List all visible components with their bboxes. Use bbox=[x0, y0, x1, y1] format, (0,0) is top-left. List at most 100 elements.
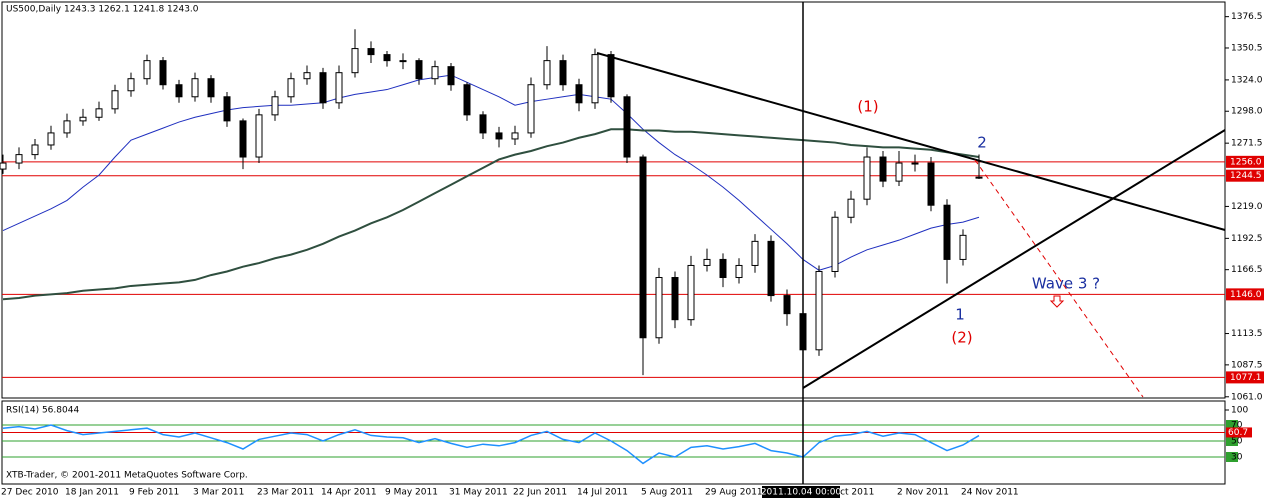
candle-body bbox=[703, 258, 711, 266]
candle-body bbox=[47, 132, 55, 146]
y-tick-label: 1350.5 bbox=[1231, 43, 1263, 53]
candle-body bbox=[335, 72, 343, 104]
x-tick-label: 3 Mar 2011 bbox=[193, 488, 244, 498]
moving-average bbox=[2, 74, 980, 271]
annotation: (2) bbox=[951, 329, 972, 347]
level-label-box bbox=[1226, 288, 1264, 301]
candle-body bbox=[303, 72, 311, 80]
x-tick-label: 29 Aug 2011 bbox=[705, 488, 763, 498]
resistance-trendline bbox=[596, 52, 1226, 231]
candle-body bbox=[383, 54, 391, 62]
candle-body bbox=[543, 60, 551, 86]
candle-body bbox=[671, 277, 679, 321]
x-tick-label: 22 Jun 2011 bbox=[513, 488, 567, 498]
candle-body bbox=[159, 60, 167, 86]
candle-body bbox=[287, 78, 295, 98]
rsi-marker-label: 60.7 bbox=[1228, 428, 1248, 438]
rsi-frame bbox=[1, 400, 1226, 485]
candle-body bbox=[255, 114, 263, 158]
x-tick-label: 23 Mar 2011 bbox=[257, 488, 314, 498]
candle-body bbox=[415, 60, 423, 80]
annotation: 1 bbox=[955, 306, 965, 324]
level-label-box bbox=[1226, 155, 1264, 168]
y-tick-label: 1324.0 bbox=[1231, 75, 1263, 85]
candle-body bbox=[607, 54, 615, 98]
candle-body bbox=[751, 240, 759, 266]
rsi-marker-box bbox=[1226, 427, 1252, 438]
candle-body bbox=[815, 270, 823, 351]
candle-body bbox=[655, 277, 663, 339]
candle-body bbox=[767, 240, 775, 297]
y-tick-label: 1298.0 bbox=[1231, 107, 1263, 117]
rsi-level-box bbox=[1226, 420, 1238, 430]
candle-body bbox=[783, 295, 791, 315]
candle-body bbox=[623, 96, 631, 158]
x-tick-label: 27 Dec 2010 bbox=[1, 488, 59, 498]
candle-body bbox=[879, 156, 887, 182]
candle-body bbox=[223, 96, 231, 122]
candle-body bbox=[127, 78, 135, 92]
plot-layer: 1376.5 1350.5 1324.0 1298.0 1271.5 1219.0 1192… bbox=[0, 12, 1264, 498]
rsi-line bbox=[2, 424, 980, 465]
candle-body bbox=[367, 48, 375, 56]
candle-body bbox=[943, 204, 951, 260]
candle-body bbox=[207, 78, 215, 98]
level-label: 1244.5 bbox=[1230, 171, 1262, 181]
candle-body bbox=[15, 154, 23, 164]
x-tick-label: 14 Apr 2011 bbox=[321, 488, 377, 498]
level-label-box bbox=[1226, 169, 1264, 182]
candle-body bbox=[959, 234, 967, 260]
y-tick-label: 100 bbox=[1231, 406, 1248, 416]
x-tick-label: 24 Nov 2011 bbox=[961, 488, 1019, 498]
candle-body bbox=[351, 48, 359, 74]
annotation: 2 bbox=[977, 134, 987, 152]
candle-body bbox=[975, 176, 983, 179]
y-tick-label: 1061.0 bbox=[1231, 392, 1263, 402]
candle-body bbox=[911, 162, 919, 165]
rsi-title: RSI(14) 56.8044 bbox=[6, 406, 79, 416]
candle-body bbox=[239, 120, 247, 158]
rsi-level-box bbox=[1226, 436, 1238, 446]
level-label-box bbox=[1226, 371, 1264, 384]
y-tick-label: 70 bbox=[1231, 421, 1243, 431]
candle-body bbox=[175, 84, 183, 98]
candle-body bbox=[559, 60, 567, 86]
level-label: 1077.1 bbox=[1230, 373, 1262, 383]
candle-body bbox=[847, 198, 855, 218]
price-frame bbox=[1, 1, 1226, 399]
y-tick-label: 1087.5 bbox=[1231, 360, 1263, 370]
candle-body bbox=[735, 264, 743, 279]
x-tick-label: 14 Jul 2011 bbox=[577, 488, 628, 498]
candle-body bbox=[399, 60, 407, 63]
candle-body bbox=[479, 114, 487, 134]
rsi-level-box bbox=[1226, 452, 1238, 462]
candle-body bbox=[575, 84, 583, 104]
y-tick-label: 30 bbox=[1231, 453, 1243, 463]
projection-line bbox=[974, 159, 1144, 398]
y-tick-label: 1113.5 bbox=[1231, 329, 1263, 339]
candle-body bbox=[719, 258, 727, 279]
x-tick-label: 18 Jan 2011 bbox=[65, 488, 119, 498]
candle-body bbox=[31, 144, 39, 156]
x-tick-label: 5 Aug 2011 bbox=[641, 488, 693, 498]
candle-body bbox=[0, 162, 7, 170]
candle-body bbox=[191, 78, 199, 98]
x-tick-label: Oct 2011 bbox=[833, 488, 874, 498]
chart-title: US500,Daily 1243.3 1262.1 1241.8 1243.0 bbox=[6, 5, 199, 15]
footer: XTB-Trader, © 2001-2011 MetaQuotes Softw… bbox=[6, 471, 248, 481]
candle-body bbox=[111, 90, 119, 110]
candle-body bbox=[511, 132, 519, 140]
candle-body bbox=[431, 66, 439, 80]
y-tick-label: 50 bbox=[1231, 437, 1243, 447]
candle-body bbox=[495, 132, 503, 140]
annotation: Wave 3 ? bbox=[1032, 275, 1100, 293]
candle-body bbox=[687, 264, 695, 321]
candle-body bbox=[863, 156, 871, 200]
moving-average bbox=[2, 128, 980, 301]
down-arrow bbox=[1049, 295, 1065, 308]
candle-body bbox=[79, 116, 87, 122]
candle-body bbox=[895, 162, 903, 182]
candle-body bbox=[319, 72, 327, 104]
